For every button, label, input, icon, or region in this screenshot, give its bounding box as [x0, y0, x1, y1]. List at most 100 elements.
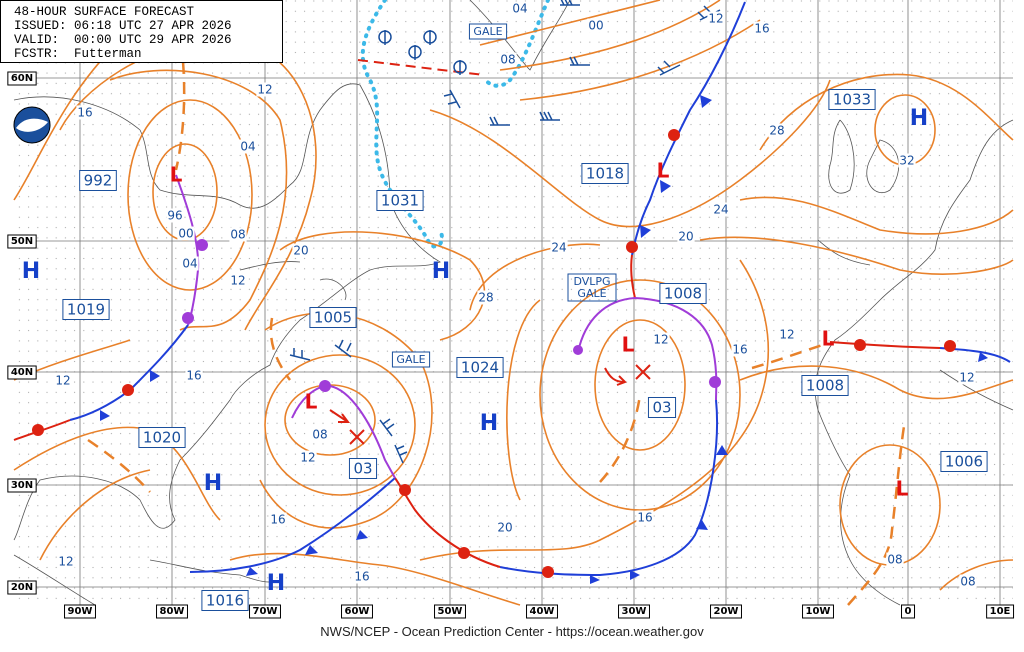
- low-center: L: [305, 390, 318, 414]
- high-center: H: [432, 259, 450, 284]
- isobar-labels: 16 12 04 96 00 04 08 12 20 28 24 20 24 2…: [54, 1, 977, 589]
- isobar-label: 20: [293, 244, 308, 258]
- pressure-label: 1005: [314, 309, 352, 327]
- isobar-label: 12: [300, 451, 315, 465]
- lon-label: 90W: [68, 606, 93, 617]
- label-box: [659, 283, 707, 304]
- pressure-label: 1016: [206, 592, 244, 610]
- label-background: [731, 342, 749, 357]
- wind-barbs: [289, 0, 721, 464]
- label-background: [185, 368, 203, 383]
- low-center: L: [622, 333, 635, 357]
- label-background: [677, 229, 695, 244]
- pressure-label: 1019: [67, 301, 105, 319]
- label-box: [7, 580, 37, 595]
- isobar-label: 12: [779, 328, 794, 342]
- lat-label: 50N: [11, 236, 33, 247]
- label-box: [434, 604, 466, 619]
- label-background: [229, 227, 247, 242]
- label-box: [986, 604, 1015, 619]
- lon-label: 30W: [622, 606, 647, 617]
- isobar-label: 24: [713, 203, 728, 217]
- header-issued: ISSUED: 06:18 UTC 27 APR 2026: [14, 19, 232, 33]
- noaa-logo: [13, 106, 51, 144]
- pressure-label: 1006: [945, 453, 983, 471]
- label-box: [249, 604, 281, 619]
- pressure-label: 1024: [461, 359, 499, 377]
- latitude-labels: 60N 50N 40N 30N 20N: [7, 71, 37, 595]
- lon-label: 10E: [990, 606, 1011, 617]
- label-background: [57, 554, 75, 569]
- label-box: [7, 365, 37, 380]
- header-title: 48-HOUR SURFACE FORECAST: [14, 5, 195, 19]
- label-background: [177, 226, 195, 241]
- label-background: [886, 552, 904, 567]
- high-centers: H H H H H H: [22, 106, 928, 596]
- label-box: [7, 478, 37, 493]
- label-box: [7, 234, 37, 249]
- isobar-label: 20: [497, 521, 512, 535]
- gale-warning: GALE: [473, 25, 502, 38]
- label-box: [647, 397, 677, 418]
- label-box: [201, 590, 249, 611]
- low-centers: L L L L L L: [170, 159, 909, 501]
- ice-edge: [360, 0, 550, 249]
- label-box: [940, 451, 988, 472]
- pressure-label: 1033: [833, 91, 871, 109]
- label-box: [468, 23, 508, 40]
- pressure-label: 03: [353, 460, 372, 478]
- isobar-label: 28: [769, 124, 784, 138]
- isobar-label: 16: [270, 513, 285, 527]
- lon-label: 0: [905, 606, 912, 617]
- low-center: L: [896, 477, 909, 501]
- label-box: [391, 351, 431, 368]
- label-box: [456, 357, 504, 378]
- isobar-label: 24: [551, 241, 566, 255]
- isobar-label: 08: [312, 428, 327, 442]
- warning-labels: GALE GALE DVLPG GALE: [391, 23, 617, 368]
- label-box: [79, 170, 117, 191]
- lat-label: 30N: [11, 480, 33, 491]
- label-background: [181, 256, 199, 271]
- low-center: L: [822, 327, 835, 351]
- pressure-labels: 992 1031 1018 1033 1019 1005 1024 1008 1…: [62, 89, 988, 611]
- developing-gale: GALE: [577, 287, 606, 300]
- front-symbols: [32, 95, 988, 584]
- isobar-label: 16: [77, 106, 92, 120]
- isobar-label: 12: [257, 83, 272, 97]
- label-background: [292, 243, 310, 258]
- label-background: [353, 569, 371, 584]
- troughs: [87, 61, 907, 606]
- pressure-label: 1020: [143, 429, 181, 447]
- isobar-label: 08: [500, 53, 515, 67]
- header: 48-HOUR SURFACE FORECAST ISSUED: 06:18 U…: [0, 0, 283, 63]
- high-center: H: [22, 259, 40, 284]
- lon-label: 70W: [253, 606, 278, 617]
- label-background: [707, 11, 725, 26]
- label-background: [54, 373, 72, 388]
- isobar-label: 16: [354, 570, 369, 584]
- label-box: [376, 190, 424, 211]
- isobar-label: 00: [178, 227, 193, 241]
- label-background: [511, 1, 529, 16]
- footer-credit: NWS/NCEP - Ocean Prediction Center - htt…: [320, 624, 704, 639]
- high-center: H: [480, 411, 498, 436]
- label-box: [156, 604, 188, 619]
- label-box: [138, 427, 186, 448]
- label-box: [581, 163, 629, 184]
- lat-label: 40N: [11, 367, 33, 378]
- label-background: [753, 21, 771, 36]
- label-background: [299, 450, 317, 465]
- label-background: [712, 202, 730, 217]
- lon-label: 10W: [806, 606, 831, 617]
- label-box: [348, 458, 378, 479]
- isobar-label: 04: [182, 257, 197, 271]
- label-background: [587, 18, 605, 33]
- label-box: [802, 604, 834, 619]
- lon-label: 60W: [345, 606, 370, 617]
- isobar-label: 04: [240, 140, 255, 154]
- isobar-label: 12: [708, 12, 723, 26]
- gale-warning: GALE: [396, 353, 425, 366]
- label-box: [62, 299, 110, 320]
